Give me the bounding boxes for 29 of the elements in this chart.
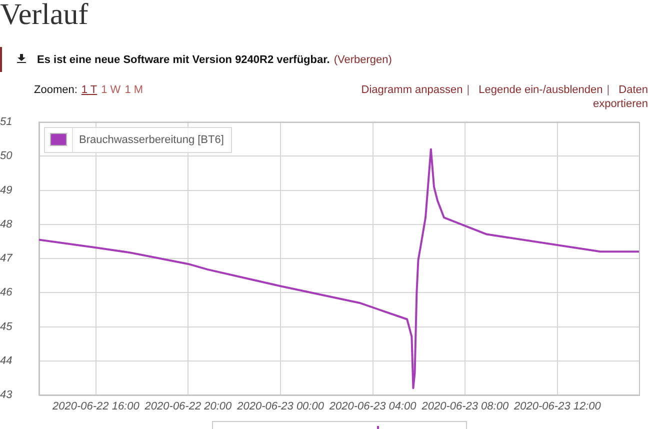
y-tick-label: 47	[0, 252, 14, 265]
x-tick-label: 2020-06-23 00:00	[236, 400, 325, 413]
y-tick-label: 45	[0, 320, 14, 333]
text: 1 W	[101, 84, 121, 96]
x-tick-label: 2020-06-23 12:00	[513, 400, 602, 413]
y-tick-label: 50	[0, 150, 14, 162]
text: Legende ein-/ausblenden	[478, 84, 603, 96]
text: Diagramm anpassen	[361, 84, 463, 96]
x-tick-label: 2020-06-23 04:00	[328, 400, 418, 413]
x-tick-label: 2020-06-23 08:00	[420, 400, 510, 413]
y-tick-label: 49	[0, 184, 12, 196]
y-tick-label: 48	[0, 218, 14, 230]
text: Daten	[618, 84, 648, 96]
text: |	[606, 84, 610, 96]
chart-title: Verlauf	[0, 0, 88, 31]
y-tick-label: 43	[0, 389, 14, 402]
text: 1 M	[124, 84, 144, 96]
text: 1 T	[81, 84, 98, 96]
y-tick-label: 46	[0, 286, 14, 299]
x-tick-label: 2020-06-22 20:00	[144, 400, 233, 413]
text: |	[466, 84, 470, 96]
legend-box: Brauchwasserbereitung [BT6]	[44, 127, 232, 153]
text: exportieren	[592, 98, 648, 110]
y-tick-label: 44	[0, 354, 12, 367]
text: Es ist eine neue Software mit Version 9240R2 verfügbar.	[37, 54, 330, 66]
text: Zoomen:	[34, 84, 78, 96]
x-tick-label: 2020-06-22 16:00	[51, 400, 140, 413]
text: (Verbergen)	[334, 54, 392, 66]
y-tick-label: 51	[0, 116, 12, 128]
